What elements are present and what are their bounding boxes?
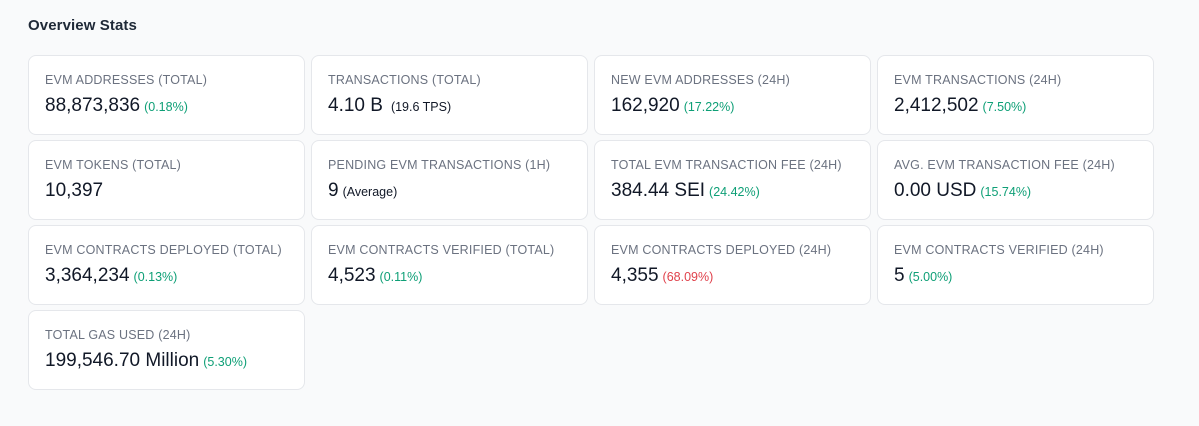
stat-label: TOTAL GAS USED (24H) bbox=[45, 328, 191, 342]
stat-value-line: 0.00 USD (15.74%) bbox=[894, 180, 1137, 202]
stat-value: 10,397 bbox=[45, 180, 104, 201]
stat-value-line: 3,364,234 (0.13%) bbox=[45, 265, 288, 287]
stat-card-avg-evm-transaction-fee-24h: AVG. EVM TRANSACTION FEE (24H) 0.00 USD … bbox=[877, 140, 1154, 220]
stat-value: 4,355 bbox=[611, 265, 659, 286]
stat-card-total-gas-used-24h: TOTAL GAS USED (24H) 199,546.70 Million … bbox=[28, 310, 305, 390]
stat-value: 4.10 B bbox=[328, 95, 383, 116]
stat-value: 9 bbox=[328, 180, 339, 201]
stat-value: 0.00 USD bbox=[894, 180, 977, 201]
stat-label: EVM CONTRACTS VERIFIED (24H) bbox=[894, 243, 1104, 257]
stat-value-line: 10,397 bbox=[45, 180, 288, 202]
stat-card-transactions-total: TRANSACTIONS (TOTAL) 4.10 B (19.6 TPS) bbox=[311, 55, 588, 135]
stat-card-total-evm-transaction-fee-24h: TOTAL EVM TRANSACTION FEE (24H) 384.44 S… bbox=[594, 140, 871, 220]
stat-value: 2,412,502 bbox=[894, 95, 979, 116]
stat-value: 3,364,234 bbox=[45, 265, 130, 286]
stat-change: (0.13%) bbox=[133, 270, 178, 284]
stat-note: (Average) bbox=[342, 185, 398, 199]
stat-label: PENDING EVM TRANSACTIONS (1H) bbox=[328, 158, 551, 172]
stat-value-line: 4.10 B (19.6 TPS) bbox=[328, 95, 571, 117]
stat-change: (7.50%) bbox=[982, 100, 1027, 114]
stat-label: NEW EVM ADDRESSES (24H) bbox=[611, 73, 790, 87]
stat-label: AVG. EVM TRANSACTION FEE (24H) bbox=[894, 158, 1115, 172]
stat-change: (0.18%) bbox=[144, 100, 188, 114]
stat-value-line: 4,523 (0.11%) bbox=[328, 265, 571, 287]
stat-card-evm-tokens-total: EVM TOKENS (TOTAL) 10,397 bbox=[28, 140, 305, 220]
stat-value-line: 5 (5.00%) bbox=[894, 265, 1137, 287]
stat-value-line: 4,355 (68.09%) bbox=[611, 265, 854, 287]
stat-label: TOTAL EVM TRANSACTION FEE (24H) bbox=[611, 158, 842, 172]
section-title: Overview Stats bbox=[28, 17, 137, 34]
stat-change: (5.30%) bbox=[203, 355, 247, 369]
stat-value-line: 384.44 SEI (24.42%) bbox=[611, 180, 854, 202]
stat-label: EVM TRANSACTIONS (24H) bbox=[894, 73, 1062, 87]
stat-card-evm-contracts-verified-24h: EVM CONTRACTS VERIFIED (24H) 5 (5.00%) bbox=[877, 225, 1154, 305]
stat-change: (15.74%) bbox=[980, 185, 1032, 199]
stat-label: EVM ADDRESSES (TOTAL) bbox=[45, 73, 208, 87]
stat-card-pending-evm-transactions-1h: PENDING EVM TRANSACTIONS (1H) 9 (Average… bbox=[311, 140, 588, 220]
stat-card-new-evm-addresses-24h: NEW EVM ADDRESSES (24H) 162,920 (17.22%) bbox=[594, 55, 871, 135]
stat-change: (24.42%) bbox=[709, 185, 760, 199]
stat-note: (19.6 TPS) bbox=[390, 100, 452, 114]
stat-label: EVM CONTRACTS VERIFIED (TOTAL) bbox=[328, 243, 555, 257]
stat-change: (68.09%) bbox=[662, 270, 714, 284]
stat-value: 5 bbox=[894, 265, 905, 286]
stat-value-line: 9 (Average) bbox=[328, 180, 571, 202]
stat-label: EVM TOKENS (TOTAL) bbox=[45, 158, 182, 172]
stat-card-evm-contracts-verified-total: EVM CONTRACTS VERIFIED (TOTAL) 4,523 (0.… bbox=[311, 225, 588, 305]
stat-card-evm-addresses-total: EVM ADDRESSES (TOTAL) 88,873,836 (0.18%) bbox=[28, 55, 305, 135]
stat-change: (5.00%) bbox=[908, 270, 953, 284]
stat-label: EVM CONTRACTS DEPLOYED (24H) bbox=[611, 243, 832, 257]
stat-card-evm-contracts-deployed-total: EVM CONTRACTS DEPLOYED (TOTAL) 3,364,234… bbox=[28, 225, 305, 305]
stat-value: 384.44 SEI bbox=[611, 180, 706, 201]
stat-value: 162,920 bbox=[611, 95, 680, 116]
stat-value-line: 2,412,502 (7.50%) bbox=[894, 95, 1137, 117]
stat-value-line: 88,873,836 (0.18%) bbox=[45, 95, 288, 117]
stat-change: (17.22%) bbox=[683, 100, 735, 114]
stat-value: 88,873,836 bbox=[45, 95, 141, 116]
stat-value-line: 162,920 (17.22%) bbox=[611, 95, 854, 117]
stat-label: TRANSACTIONS (TOTAL) bbox=[328, 73, 481, 87]
stat-change: (0.11%) bbox=[379, 270, 423, 284]
stat-value: 4,523 bbox=[328, 265, 376, 286]
stat-value: 199,546.70 Million bbox=[45, 350, 200, 371]
stat-label: EVM CONTRACTS DEPLOYED (TOTAL) bbox=[45, 243, 282, 257]
stat-card-evm-transactions-24h: EVM TRANSACTIONS (24H) 2,412,502 (7.50%) bbox=[877, 55, 1154, 135]
stats-grid: EVM ADDRESSES (TOTAL) 88,873,836 (0.18%)… bbox=[28, 55, 1154, 390]
stat-value-line: 199,546.70 Million (5.30%) bbox=[45, 350, 288, 372]
stat-card-evm-contracts-deployed-24h: EVM CONTRACTS DEPLOYED (24H) 4,355 (68.0… bbox=[594, 225, 871, 305]
